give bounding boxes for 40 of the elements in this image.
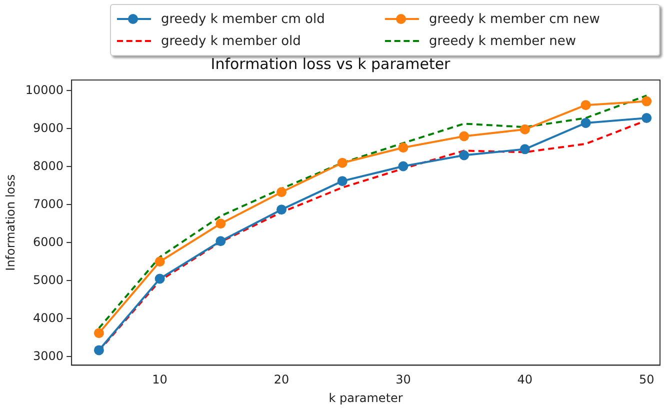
point	[520, 144, 530, 154]
point	[337, 176, 348, 186]
point	[94, 328, 104, 338]
point	[216, 218, 226, 229]
point	[398, 142, 408, 153]
legend-label: greedy k member old	[161, 34, 301, 48]
point	[398, 161, 408, 172]
point	[276, 187, 287, 198]
x-tick-label: 10	[152, 372, 168, 387]
point	[580, 100, 591, 110]
point	[580, 118, 591, 128]
y-tick-label: 7000	[33, 196, 64, 211]
point	[642, 113, 652, 123]
point	[337, 158, 348, 168]
y-tick-label: 6000	[33, 234, 64, 249]
y-axis-title: Information loss	[3, 174, 18, 271]
point	[94, 345, 104, 356]
legend-label: greedy k member new	[429, 34, 576, 48]
x-tick-label: 40	[517, 372, 533, 387]
x-tick-label: 50	[638, 372, 654, 387]
point	[276, 204, 287, 215]
point	[154, 274, 165, 284]
point	[459, 131, 470, 142]
point	[520, 124, 530, 134]
y-tick-label: 3000	[33, 348, 64, 363]
legend-label: greedy k member cm new	[429, 12, 600, 26]
point	[154, 256, 165, 267]
legend-label: greedy k member cm old	[161, 12, 325, 26]
x-tick-label: 30	[396, 372, 411, 387]
chart-title: Information loss vs k parameter	[210, 54, 452, 73]
y-tick-label: 8000	[33, 158, 64, 173]
y-tick-label: 5000	[33, 272, 64, 287]
y-tick-label: 10000	[25, 82, 64, 97]
x-tick-label: 20	[274, 372, 290, 387]
point	[459, 150, 470, 160]
y-tick-label: 4000	[33, 310, 64, 325]
point	[216, 236, 226, 246]
x-axis-title: k parameter	[328, 390, 403, 405]
y-tick-label: 9000	[33, 120, 64, 135]
point	[642, 96, 652, 106]
